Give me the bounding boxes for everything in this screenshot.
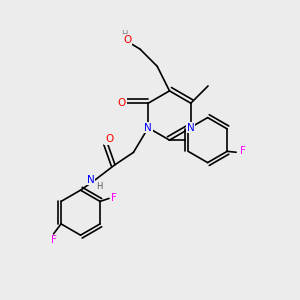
Text: H: H bbox=[122, 30, 128, 39]
Text: F: F bbox=[240, 146, 246, 156]
Text: N: N bbox=[87, 175, 94, 185]
Text: F: F bbox=[51, 236, 56, 245]
Text: O: O bbox=[118, 98, 126, 108]
Text: N: N bbox=[144, 123, 152, 133]
Text: N: N bbox=[187, 123, 195, 133]
Text: O: O bbox=[123, 35, 131, 45]
Text: O: O bbox=[105, 134, 113, 144]
Text: F: F bbox=[112, 194, 117, 203]
Text: H: H bbox=[96, 182, 103, 190]
